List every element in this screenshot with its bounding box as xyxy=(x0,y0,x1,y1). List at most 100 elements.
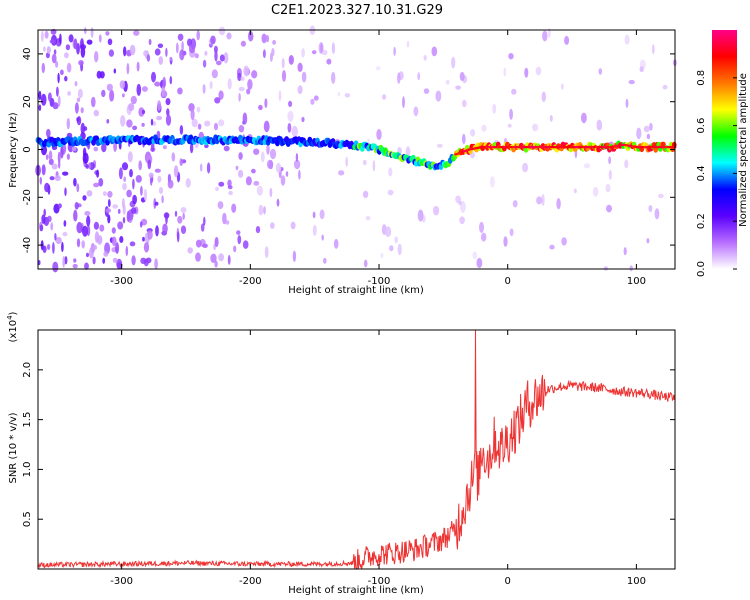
spectrogram-cell xyxy=(206,162,211,174)
spectrogram-cell xyxy=(458,200,462,206)
spectrogram-cell xyxy=(51,163,58,170)
spectrogram-cell xyxy=(435,90,442,102)
spectrogram-cell xyxy=(243,65,250,77)
spectrogram-cell xyxy=(227,185,233,190)
spectrogram-cell xyxy=(174,210,178,217)
spectrogram-cell xyxy=(94,51,99,63)
spectrogram-cell xyxy=(76,97,81,103)
spectrogram-cell xyxy=(154,168,161,173)
spectrogram-cell xyxy=(141,122,145,127)
y-tick-label: -40 xyxy=(22,237,33,253)
spectrogram-cell xyxy=(536,196,543,205)
spectrogram-cell xyxy=(298,169,301,180)
spectrogram-cell xyxy=(76,221,83,234)
spectrogram-cell xyxy=(86,190,93,197)
spectrogram-cell xyxy=(297,85,303,95)
spectrogram-cell xyxy=(78,60,84,66)
spectrogram-cell xyxy=(162,145,167,150)
spectrogram-cell xyxy=(242,112,248,125)
spectrogram-cell xyxy=(89,247,94,259)
x-tick-label: -300 xyxy=(110,276,133,287)
spectrogram-cell xyxy=(281,58,285,69)
spectrogram-core-cell xyxy=(672,145,677,149)
spectrogram-cell xyxy=(269,187,273,198)
spectrogram-cell xyxy=(66,62,72,73)
spectrogram-cell xyxy=(166,108,170,117)
colorbar-tick-label: 0.6 xyxy=(696,118,707,134)
spectrogram-cell xyxy=(135,175,142,183)
spectrogram-cell xyxy=(57,72,60,84)
spectrogram-cell xyxy=(82,152,89,164)
spectrogram-cell xyxy=(219,54,225,62)
spectrogram-cell xyxy=(436,143,443,148)
spectrogram-cell xyxy=(387,189,394,196)
spectrogram-cell xyxy=(581,112,587,124)
spectrogram-cell xyxy=(143,188,148,201)
spectrogram-cell xyxy=(73,177,77,187)
spectrogram-cell xyxy=(152,121,156,126)
spectrogram-cell xyxy=(122,217,126,224)
spectrogram-cell xyxy=(122,204,126,215)
spectrogram-cell xyxy=(41,214,46,224)
spectrogram-cell xyxy=(311,50,317,55)
spectrogram-cell xyxy=(129,241,136,247)
spectrogram-cell xyxy=(202,59,207,68)
spectrogram-cell xyxy=(175,42,179,54)
spectrogram-cell xyxy=(105,31,110,36)
spectrogram-cell xyxy=(605,184,611,193)
spectrogram-cell xyxy=(191,118,198,128)
spectrogram-cell xyxy=(213,45,218,54)
spectrogram-cell xyxy=(301,116,305,123)
spectrogram-cell xyxy=(363,159,367,166)
spectrogram-cell xyxy=(310,98,315,105)
snr-y-axis: 0.5 1.0 1.5 2.0 xyxy=(22,362,675,527)
spectrogram-cell xyxy=(389,245,394,252)
spectrogram-cell xyxy=(126,189,132,198)
spectrogram-cell xyxy=(242,240,249,249)
spectrogram-cell xyxy=(86,39,93,45)
spectrogram-cell xyxy=(37,260,41,266)
spectrogram-cell xyxy=(125,245,129,257)
spectrogram-cell xyxy=(297,62,303,72)
spectrogram-cell xyxy=(263,206,266,215)
spectrogram-cell xyxy=(76,183,80,193)
spectrogram-cell xyxy=(459,71,465,81)
spectrogram-y-axis: -40 -20 0 20 40 xyxy=(22,48,675,253)
spectrogram-cell xyxy=(402,96,405,109)
spectrogram-cell xyxy=(165,98,171,106)
spectrogram-cell xyxy=(188,44,196,54)
spectrogram-cell xyxy=(52,102,59,110)
x-tick-label: -100 xyxy=(368,576,391,587)
spectrogram-cell xyxy=(98,34,102,43)
spectrogram-cell xyxy=(61,241,64,253)
spectrogram-cell xyxy=(167,179,174,189)
spectrogram-cell xyxy=(481,232,487,242)
spectrogram-cell xyxy=(281,70,287,82)
spectrogram-cell xyxy=(123,46,127,57)
spectrogram-cell xyxy=(542,30,548,42)
snr-scale-label: (x104) xyxy=(6,311,19,342)
spectrogram-cell xyxy=(214,50,218,62)
spectrogram-cell xyxy=(492,103,497,114)
spectrogram-cell xyxy=(129,169,133,178)
spectrogram-cell xyxy=(54,175,61,182)
spectrogram-cell xyxy=(93,109,100,117)
spectrogram-cell xyxy=(46,244,51,250)
x-tick-label: -200 xyxy=(239,276,262,287)
spectrogram-cell xyxy=(82,195,87,201)
spectrogram-cell xyxy=(139,221,143,228)
spectrogram-cell xyxy=(147,230,153,240)
spectrogram-cell xyxy=(126,62,130,75)
spectrogram-cell xyxy=(74,81,78,87)
spectrogram-cell xyxy=(61,171,69,176)
spectrogram-cell xyxy=(60,146,64,159)
spectrogram-cell xyxy=(592,186,599,197)
spectrogram-cell xyxy=(264,246,269,259)
spectrogram-cell xyxy=(406,40,410,48)
spectrogram-cell xyxy=(190,108,195,121)
spectrogram-cell xyxy=(73,258,77,263)
spectrogram-cell xyxy=(72,263,78,269)
spectrogram-cell xyxy=(240,76,245,81)
figure-title: C2E1.2023.327.10.31.G29 xyxy=(271,3,443,18)
spectrogram-cell xyxy=(214,260,218,268)
